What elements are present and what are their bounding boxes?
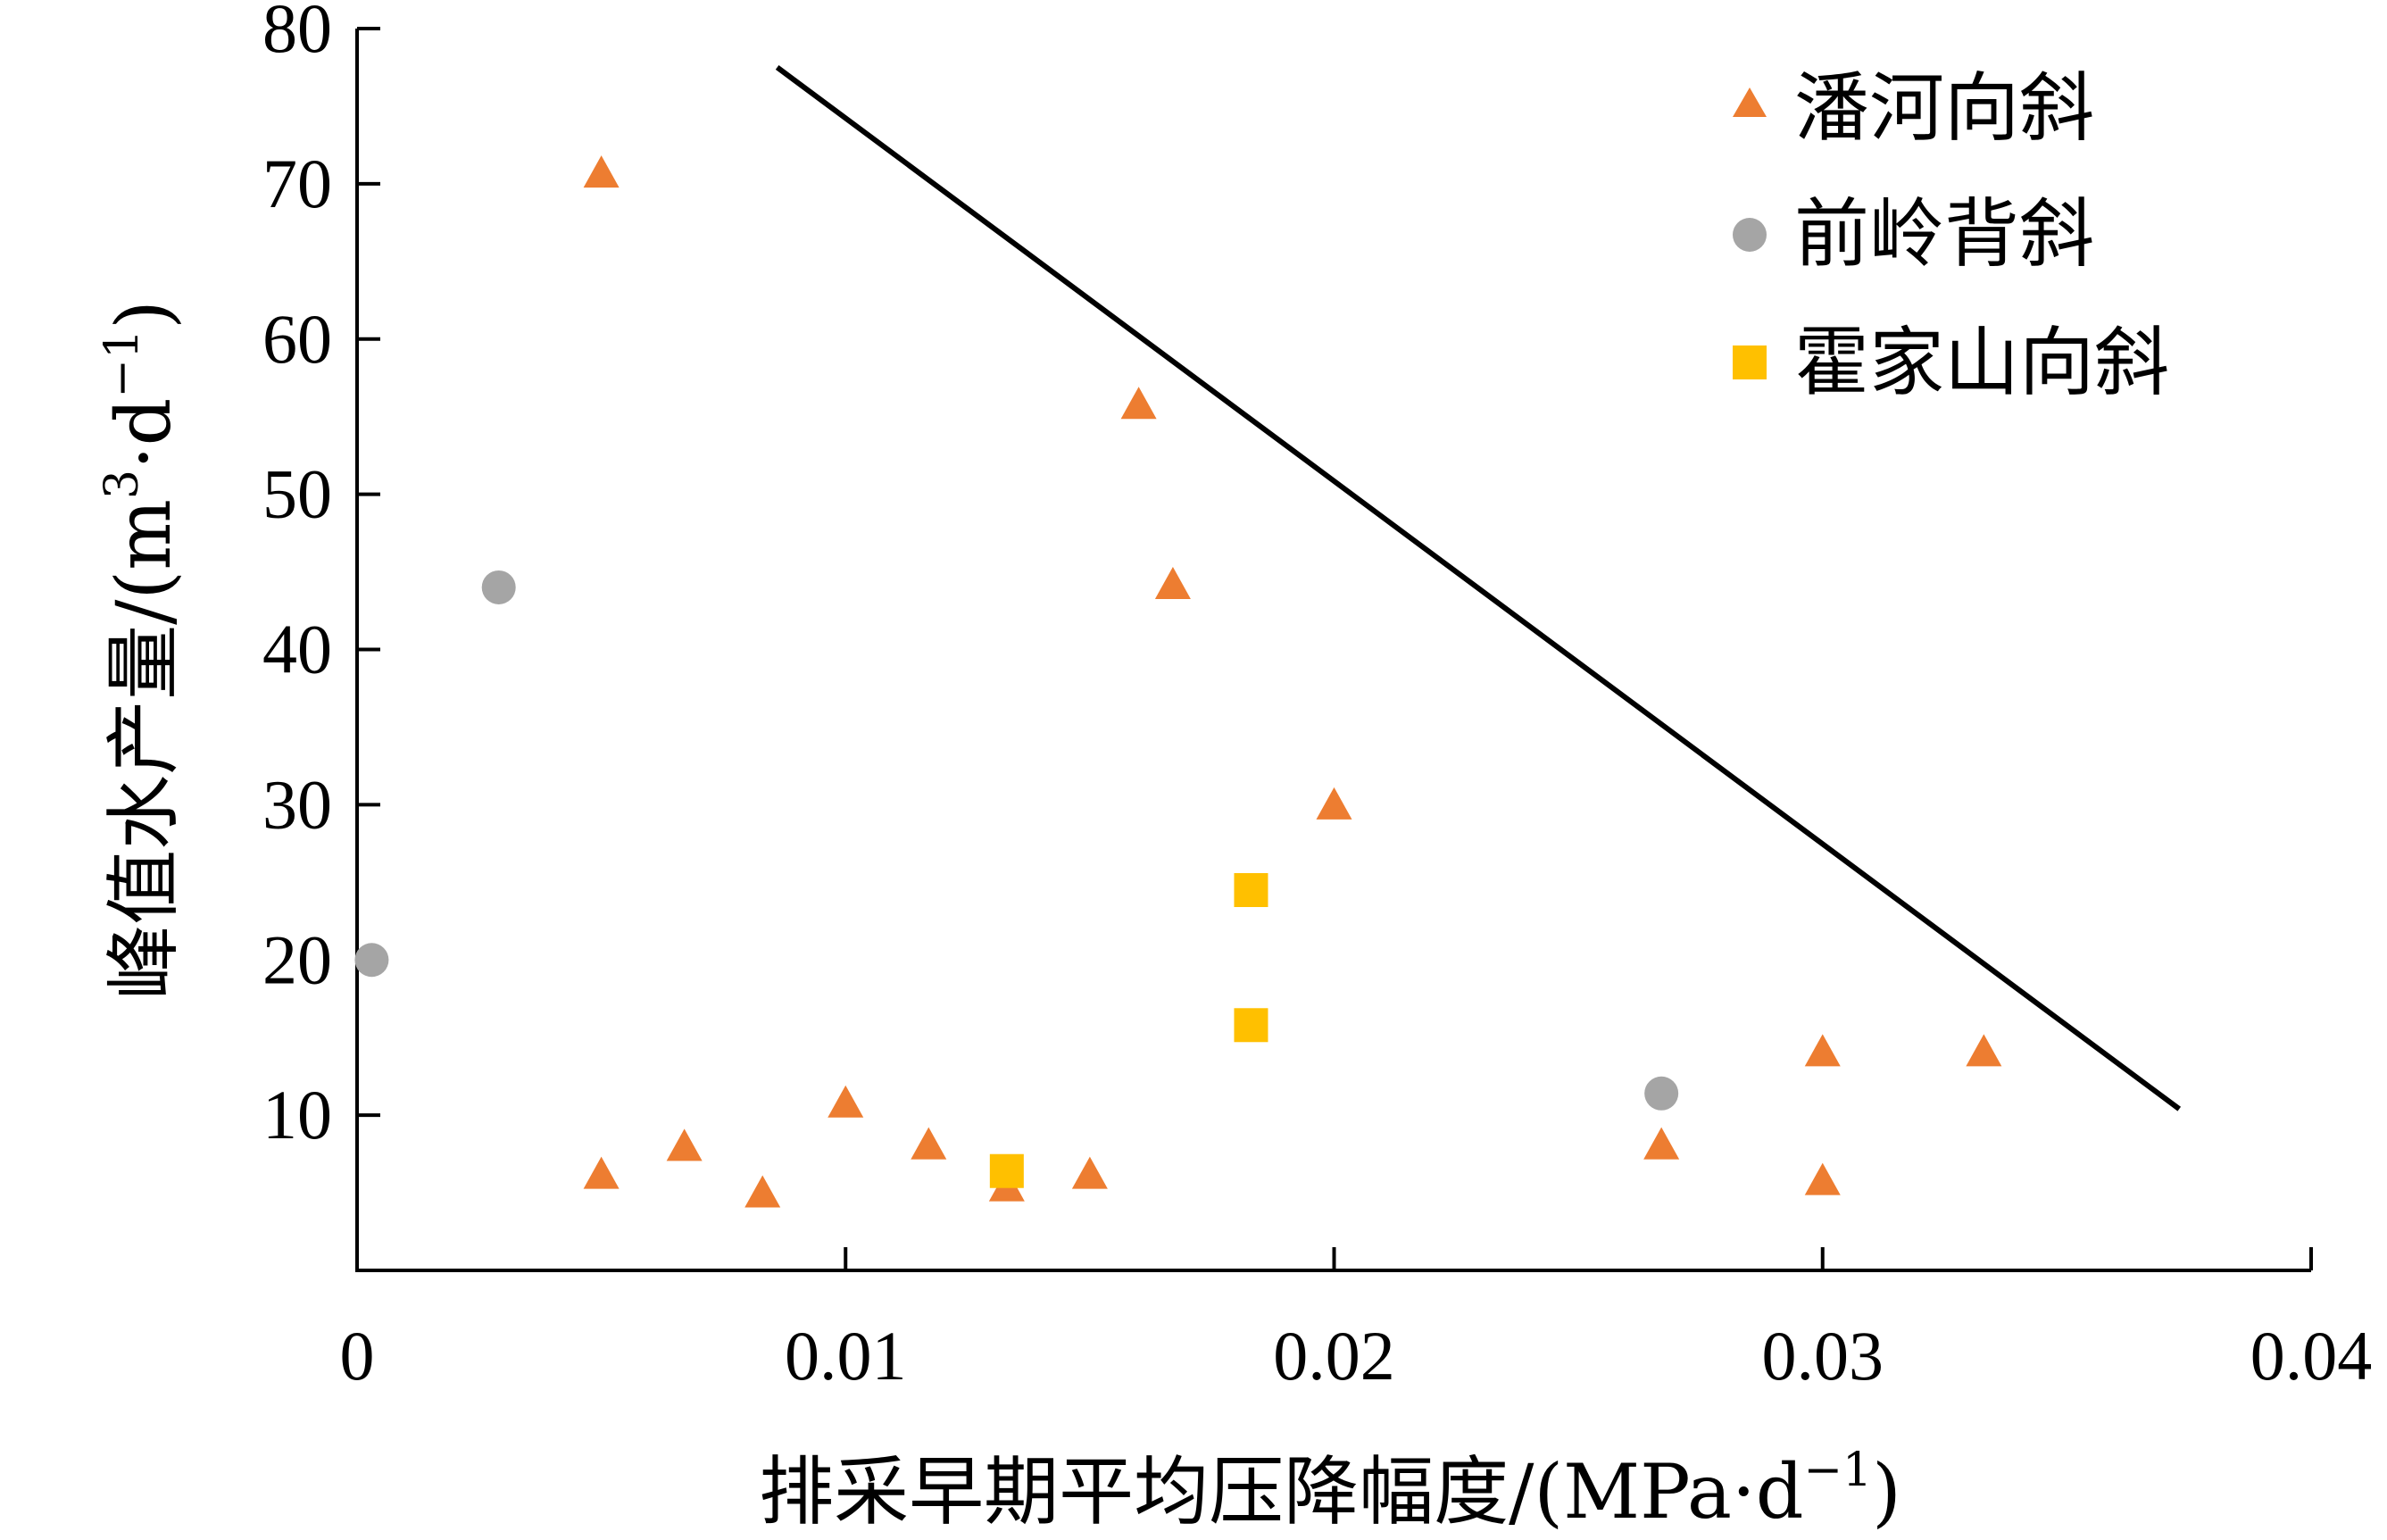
x-tick-label: 0.04 xyxy=(2250,1317,2373,1394)
boundary-line xyxy=(775,65,2182,1111)
point-square xyxy=(989,1153,1024,1188)
x-tick-label: 0.01 xyxy=(785,1317,907,1394)
point-square xyxy=(1234,1008,1268,1043)
boundary-lines xyxy=(775,65,2182,1111)
point-square xyxy=(1234,873,1268,908)
point-triangle xyxy=(1071,1156,1108,1189)
legend-marker-triangle xyxy=(1733,87,1767,117)
y-tick-label: 80 xyxy=(262,0,332,67)
legend-label-2: 霍家山向斜 xyxy=(1794,319,2169,406)
y-tick-label: 50 xyxy=(262,455,332,533)
point-triangle xyxy=(666,1128,703,1161)
x-axis-label: 排采早期平均压降幅度/(MPa·d−1) xyxy=(759,1444,1901,1536)
legend: 潘河向斜 前岭背斜 霍家山向斜 xyxy=(1733,64,2169,406)
y-tick-label: 30 xyxy=(262,765,332,843)
point-circle xyxy=(354,943,389,978)
legend-item-1: 前岭背斜 xyxy=(1733,190,2094,278)
point-triangle xyxy=(1643,1127,1680,1160)
legend-item-0: 潘河向斜 xyxy=(1733,64,2094,152)
point-triangle xyxy=(1804,1034,1841,1067)
legend-marker-square xyxy=(1733,345,1767,379)
legend-label-1: 前岭背斜 xyxy=(1794,190,2094,278)
legend-marker-circle xyxy=(1733,218,1767,252)
point-triangle xyxy=(744,1175,781,1208)
y-tick-label: 10 xyxy=(262,1076,332,1153)
x-ticks: 0 0.01 0.02 0.03 0.04 xyxy=(340,1247,2373,1394)
data-points xyxy=(354,155,2002,1208)
x-tick-label: 0 xyxy=(340,1317,375,1394)
point-triangle xyxy=(583,155,620,188)
point-triangle xyxy=(583,1156,620,1189)
y-axis-label: 峰值水产量/(m3·d−1) xyxy=(96,300,187,1000)
x-tick-label: 0.02 xyxy=(1273,1317,1395,1394)
point-circle xyxy=(481,570,516,604)
point-triangle xyxy=(1120,387,1157,420)
legend-label-0: 潘河向斜 xyxy=(1794,64,2094,152)
y-tick-label: 40 xyxy=(262,611,332,688)
y-tick-label: 70 xyxy=(262,145,332,222)
x-tick-label: 0.03 xyxy=(1762,1317,1884,1394)
point-triangle xyxy=(1154,566,1191,599)
legend-item-2: 霍家山向斜 xyxy=(1733,319,2169,406)
y-ticks: 10 20 30 40 50 60 70 80 xyxy=(262,0,380,1153)
point-triangle xyxy=(911,1127,947,1160)
point-circle xyxy=(1644,1076,1679,1111)
point-triangle xyxy=(1316,787,1352,820)
point-triangle xyxy=(1966,1034,2002,1067)
y-tick-label: 20 xyxy=(262,920,332,998)
y-tick-label: 60 xyxy=(262,300,332,378)
point-triangle xyxy=(1804,1162,1841,1195)
point-triangle xyxy=(828,1085,864,1118)
